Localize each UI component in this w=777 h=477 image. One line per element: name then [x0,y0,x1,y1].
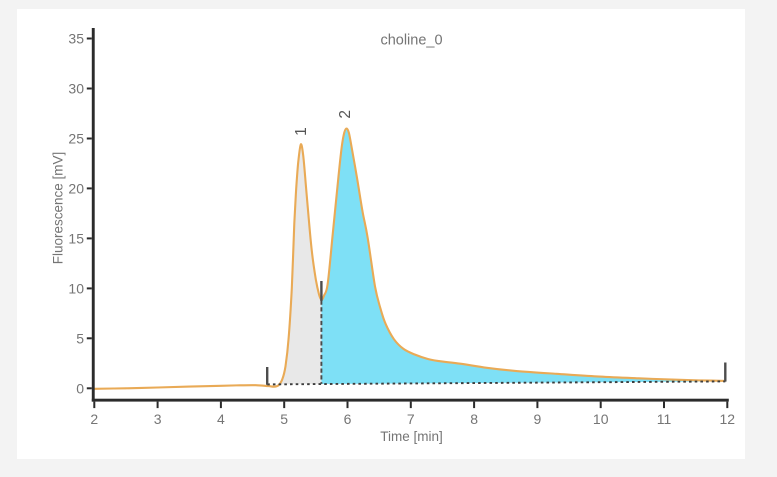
svg-text:8: 8 [470,411,478,427]
svg-text:5: 5 [280,411,288,427]
svg-text:20: 20 [68,180,84,196]
svg-text:0: 0 [76,380,84,396]
svg-text:30: 30 [68,81,84,97]
svg-text:2: 2 [90,411,98,427]
svg-text:3: 3 [154,411,162,427]
svg-text:Time [min]: Time [min] [380,429,443,444]
svg-text:choline_0: choline_0 [380,33,442,49]
svg-text:Fluorescence [mV]: Fluorescence [mV] [51,152,66,265]
svg-text:7: 7 [407,411,415,427]
svg-text:6: 6 [344,411,352,427]
svg-text:10: 10 [593,411,609,427]
svg-text:1: 1 [293,127,310,136]
svg-text:11: 11 [657,411,672,427]
svg-text:15: 15 [68,230,84,246]
svg-text:25: 25 [68,131,84,147]
svg-text:2: 2 [337,110,354,119]
svg-text:35: 35 [68,31,84,47]
svg-text:12: 12 [720,411,736,427]
svg-text:10: 10 [68,280,84,296]
svg-text:9: 9 [534,411,542,427]
svg-text:5: 5 [76,330,84,346]
svg-text:4: 4 [217,411,225,427]
